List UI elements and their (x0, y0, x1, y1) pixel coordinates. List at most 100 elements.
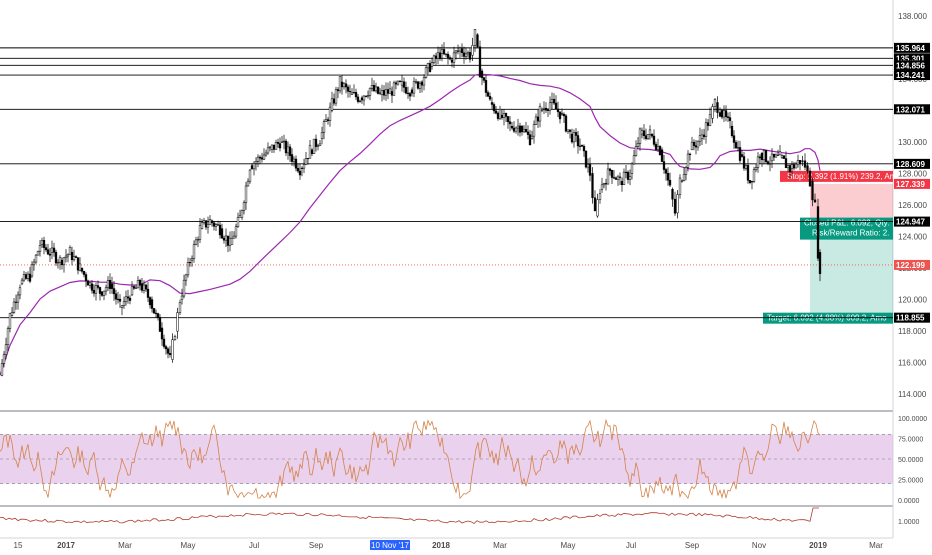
candle-body (286, 146, 290, 154)
candle-body (764, 149, 768, 162)
candle-body (546, 109, 550, 112)
candle-body (640, 130, 644, 135)
candle-body (412, 81, 416, 94)
candle-body (280, 141, 284, 143)
candle-body (500, 114, 504, 118)
candle-body (94, 285, 98, 294)
candle-body (66, 254, 70, 257)
candle-body (188, 262, 192, 264)
candle-body (328, 106, 332, 121)
position-tool[interactable]: Stop: 2.392 (1.91%) 239.2, Amo Closed P&L… (763, 170, 901, 324)
candle-body (8, 313, 12, 329)
candle-body (676, 194, 679, 214)
oscillator-tick-label: 50.0000 (898, 457, 923, 464)
candle-body (778, 151, 782, 156)
candle-body (204, 220, 208, 228)
candle-body (156, 313, 160, 318)
candle-body (564, 115, 568, 132)
price-tick-label: 116.000 (898, 359, 927, 368)
price-axis[interactable]: 138.000136.000134.000132.000130.000128.0… (894, 12, 930, 399)
candle-body (434, 55, 438, 59)
candle-body (54, 252, 58, 264)
candle-body (490, 102, 494, 105)
candle-body (544, 107, 548, 111)
candle-body (416, 81, 420, 89)
price-badge-label: 127.339 (896, 180, 925, 189)
candle-body (536, 116, 540, 122)
level-badge (894, 104, 930, 115)
candle-body (562, 113, 566, 117)
time-tick-label: Sep (685, 541, 700, 550)
candle-body (798, 160, 802, 165)
candle-body (708, 114, 712, 126)
candle-body (258, 156, 262, 159)
candle-body (364, 95, 368, 97)
level-badge-label: 124.947 (896, 218, 925, 227)
price-tick-label: 128.000 (898, 169, 927, 178)
candle-body (80, 267, 84, 272)
candle-body (38, 245, 42, 252)
candle-body (406, 92, 410, 94)
candle-body (730, 125, 734, 136)
candle-body (366, 95, 370, 97)
candle-body (610, 170, 614, 178)
candle-body (180, 295, 184, 300)
candle-body (124, 296, 128, 303)
candle-body (114, 293, 118, 300)
candle-body (222, 237, 226, 241)
candle-body (452, 52, 456, 63)
candle-body (173, 336, 177, 340)
candle-body (471, 45, 474, 56)
candle-body (120, 305, 124, 308)
price-badge (894, 259, 930, 270)
price-tick-label: 114.000 (898, 390, 927, 399)
candle-body (128, 297, 132, 301)
candle-body (762, 149, 766, 161)
candle-body (208, 219, 212, 225)
candle-body (386, 89, 390, 94)
level-badge-label: 134.241 (896, 71, 925, 80)
candle-body (806, 165, 809, 172)
candle-body (336, 89, 340, 92)
candle-body (648, 129, 652, 135)
candle-body (642, 130, 646, 136)
candle-body (750, 181, 754, 183)
candle-body (754, 167, 758, 171)
candle-body (326, 119, 330, 121)
level-badge (894, 53, 930, 64)
candle-body (58, 256, 62, 263)
candle-body (76, 257, 80, 271)
horizontal-levels[interactable] (0, 47, 893, 319)
candle-body (338, 76, 342, 92)
candle-body (588, 164, 592, 176)
moving-average-line (0, 73, 821, 376)
candle-body (352, 92, 356, 94)
time-axis[interactable]: 15 2017 Mar May Jul Sep 10 Nov '17 2018 Mar May Ju… (14, 540, 884, 551)
candle-body (230, 237, 234, 245)
time-tick-label: May (180, 541, 195, 550)
candle-body (270, 144, 274, 151)
candle-body (288, 146, 292, 156)
candle-body (190, 258, 194, 261)
candle-body (388, 88, 392, 94)
candle-body (46, 249, 50, 255)
candle-body (158, 317, 162, 332)
candle-body (242, 202, 246, 211)
candle-body (316, 145, 320, 147)
candle-body (748, 180, 752, 184)
candle-body (520, 125, 524, 133)
candle-body (42, 240, 46, 248)
level-badge (894, 42, 930, 53)
candle-body (350, 92, 354, 95)
price-tick-label: 138.000 (898, 12, 927, 21)
candle-body (514, 127, 518, 132)
candle-body (274, 141, 278, 150)
time-tick-label: 2017 (57, 541, 75, 550)
candle-body (312, 138, 316, 154)
candle-body (74, 256, 78, 258)
candle-body (766, 161, 770, 164)
candle-body (414, 81, 418, 83)
candle-body (402, 81, 406, 88)
candle-body (706, 122, 710, 126)
